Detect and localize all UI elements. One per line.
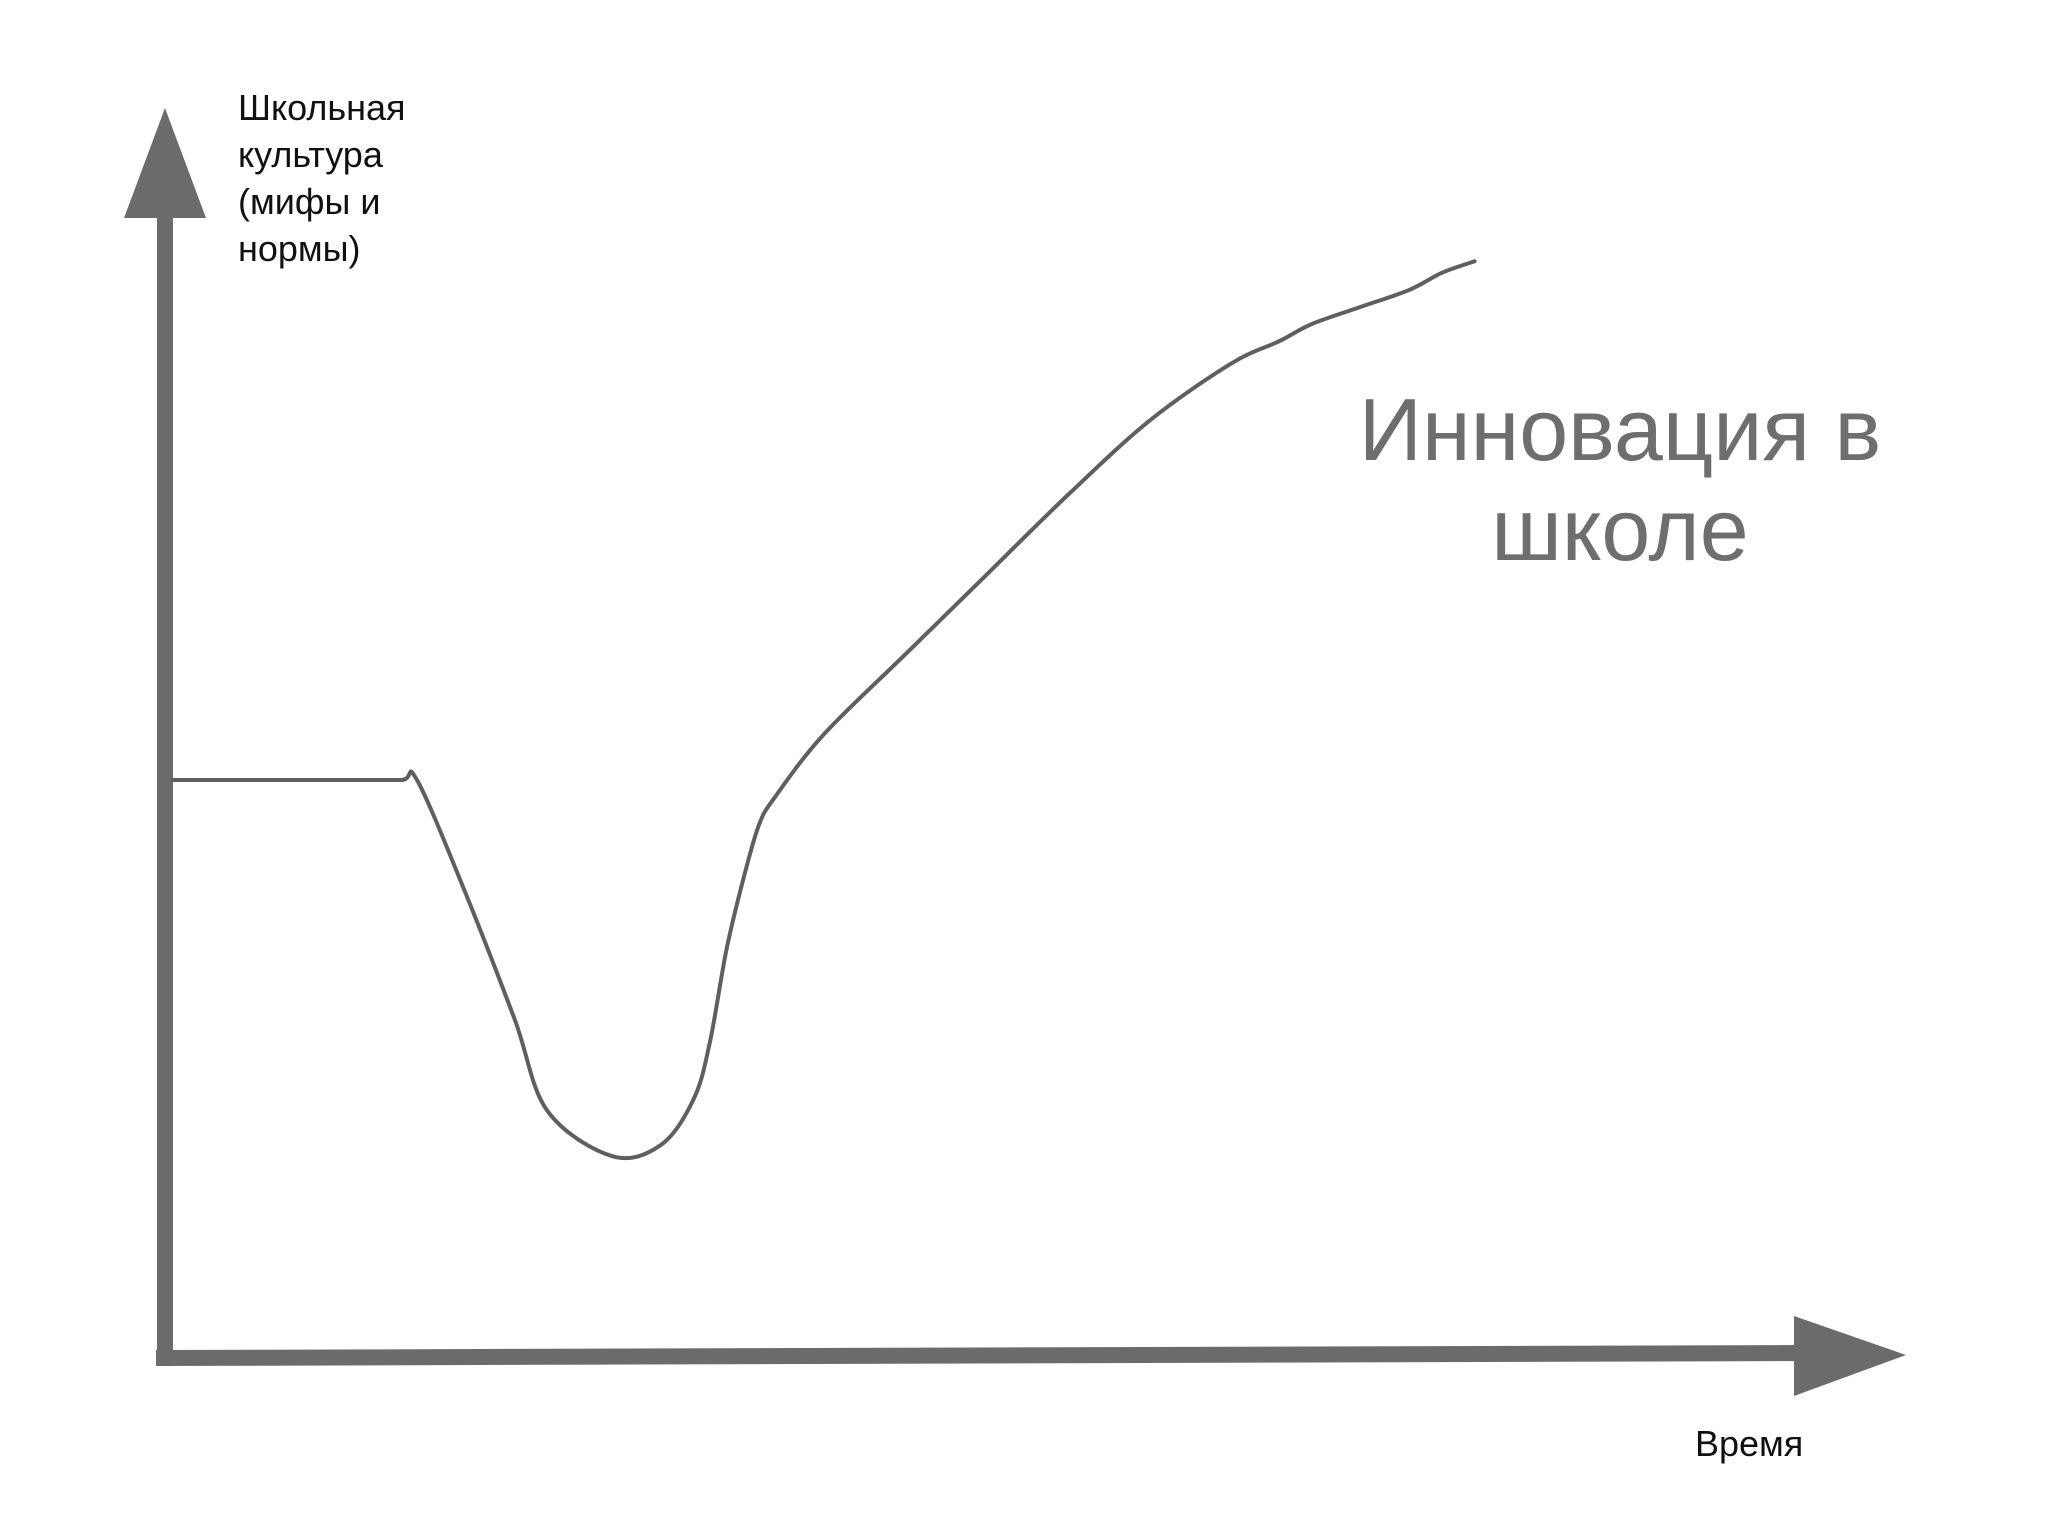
y-axis-label-line: Школьная — [238, 87, 406, 128]
x-axis-arrowhead — [1794, 1316, 1906, 1396]
y-axis-label-line: нормы) — [238, 228, 361, 269]
x-axis-label: Время — [1695, 1423, 1804, 1464]
y-axis-arrowhead — [124, 108, 206, 218]
x-axis — [155, 1345, 1801, 1366]
chart-title: Инновация в школе — [1350, 380, 1890, 580]
chart-title-line: школе — [1491, 480, 1749, 579]
chart-title-line: Инновация в — [1358, 380, 1882, 479]
y-axis-label-line: (мифы и — [238, 181, 381, 222]
series-line — [171, 259, 1477, 1161]
y-axis-label: Школьная культура (мифы и нормы) — [238, 84, 498, 272]
y-axis-label-line: культура — [238, 134, 383, 175]
